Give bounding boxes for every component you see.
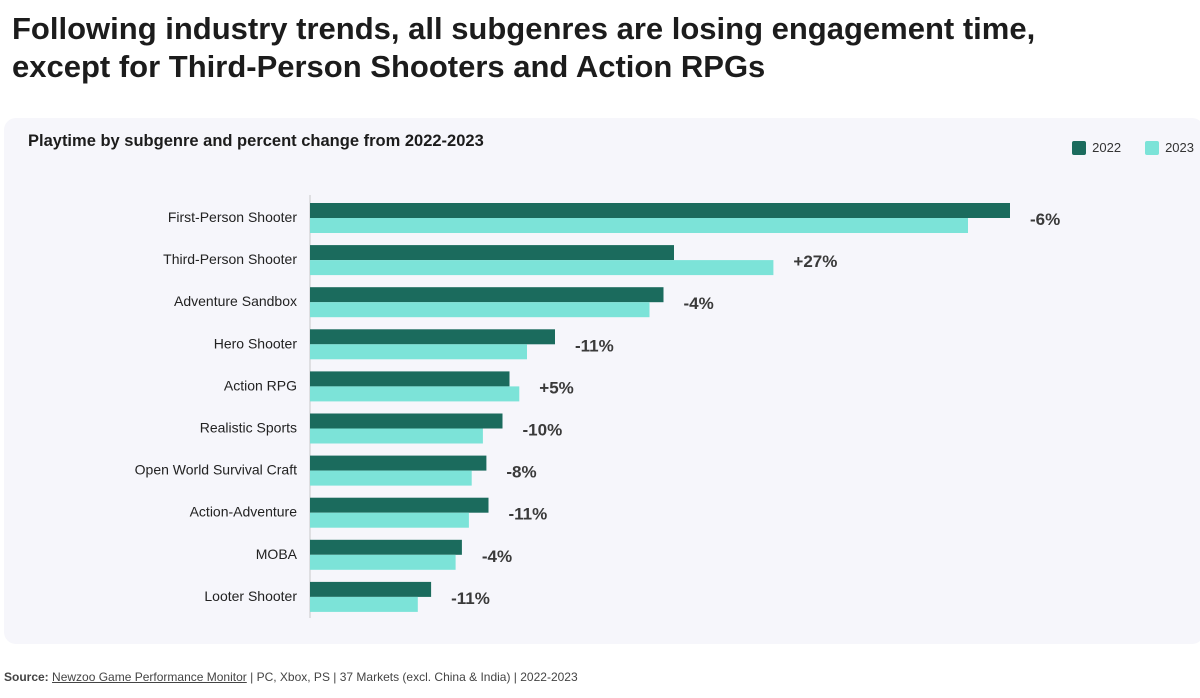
source-note: Source: Newzoo Game Performance Monitor … xyxy=(4,670,578,684)
bar-2022 xyxy=(310,539,462,555)
legend-swatch-2023 xyxy=(1145,140,1160,155)
bar-2022 xyxy=(310,203,1010,218)
page-headline: Following industry trends, all subgenres… xyxy=(12,11,1036,84)
category-label: Third-Person Shooter xyxy=(163,251,297,267)
category-label: Action-Adventure xyxy=(190,504,298,520)
percent-change-label: +5% xyxy=(539,378,574,397)
category-label: First-Person Shooter xyxy=(168,209,297,225)
percent-change-label: -11% xyxy=(451,589,490,608)
bar-2023 xyxy=(310,302,650,318)
legend-label-2023: 2023 xyxy=(1165,140,1194,155)
source-link[interactable]: Newzoo Game Performance Monitor xyxy=(52,670,247,684)
bar-2023 xyxy=(310,344,527,360)
bar-2023 xyxy=(310,512,469,528)
bar-2023 xyxy=(310,596,418,612)
bar-2022 xyxy=(310,581,432,597)
percent-change-label: -8% xyxy=(506,463,536,482)
bar-2023 xyxy=(310,428,483,444)
legend-swatch-2022 xyxy=(1072,140,1087,155)
category-label: MOBA xyxy=(256,546,298,562)
percent-change-label: -4% xyxy=(684,294,714,313)
category-label: Action RPG xyxy=(224,377,297,393)
bar-2022 xyxy=(310,329,555,345)
chart-legend: 2022 2023 xyxy=(1072,140,1194,155)
category-label: Looter Shooter xyxy=(204,588,297,604)
bar-2023 xyxy=(310,386,520,402)
bar-2023 xyxy=(310,554,456,570)
category-label: Adventure Sandbox xyxy=(174,293,297,309)
category-label: Hero Shooter xyxy=(214,335,298,351)
source-details: | PC, Xbox, PS | 37 Markets (excl. China… xyxy=(250,670,578,684)
percent-change-label: -11% xyxy=(509,505,548,524)
bar-2022 xyxy=(310,287,664,303)
source-label: Source: xyxy=(4,670,49,684)
bar-2022 xyxy=(310,413,503,429)
legend-item-2023: 2023 xyxy=(1145,140,1194,155)
percent-change-label: -6% xyxy=(1030,210,1060,229)
legend-label-2022: 2022 xyxy=(1092,140,1122,155)
percent-change-label: -11% xyxy=(575,336,614,355)
bar-2023 xyxy=(310,470,472,486)
bar-2022 xyxy=(310,497,489,513)
category-label: Open World Survival Craft xyxy=(135,462,297,478)
legend-item-2022: 2022 xyxy=(1072,140,1121,155)
bar-2022 xyxy=(310,371,510,387)
chart-title: Playtime by subgenre and percent change … xyxy=(28,132,484,150)
percent-change-label: -10% xyxy=(523,421,563,440)
category-label: Realistic Sports xyxy=(200,420,297,436)
bar-2023 xyxy=(310,260,774,276)
bar-2023 xyxy=(310,218,968,233)
bar-2022 xyxy=(310,245,674,261)
percent-change-label: +27% xyxy=(793,252,837,271)
bar-2022 xyxy=(310,455,487,471)
percent-change-label: -4% xyxy=(482,547,512,566)
